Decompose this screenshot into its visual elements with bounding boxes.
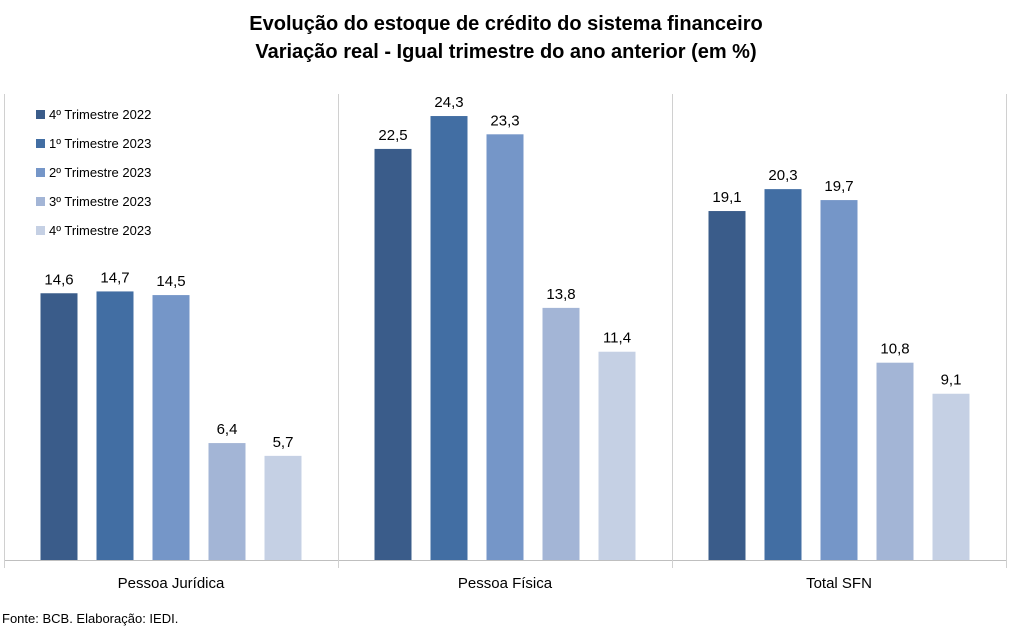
category-label: Pessoa Jurídica (118, 575, 225, 592)
data-label: 9,1 (941, 372, 962, 389)
bar (152, 295, 190, 560)
legend-swatch (36, 168, 45, 177)
bar (708, 211, 746, 560)
legend: 4º Trimestre 2022 1º Trimestre 2023 2º Tri… (36, 100, 151, 245)
legend-item: 1º Trimestre 2023 (36, 129, 151, 158)
legend-label: 4º Trimestre 2023 (49, 223, 152, 238)
bar (542, 307, 580, 560)
data-label: 11,4 (603, 330, 631, 347)
chart-subtitle: Variação real - Igual trimestre do ano a… (255, 41, 757, 63)
category-label: Pessoa Física (458, 575, 553, 592)
bar (264, 455, 302, 560)
bar (208, 443, 246, 560)
data-label: 5,7 (273, 434, 294, 451)
data-label: 20,3 (768, 167, 797, 184)
bar (598, 351, 636, 560)
data-label: 6,4 (217, 421, 238, 438)
legend-swatch (36, 110, 45, 119)
legend-label: 1º Trimestre 2023 (49, 136, 152, 151)
data-label: 19,1 (712, 189, 741, 206)
chart-title: Evolução do estoque de crédito do sistem… (249, 13, 763, 35)
legend-swatch (36, 226, 45, 235)
bar (876, 362, 914, 560)
bar (764, 189, 802, 560)
legend-swatch (36, 139, 45, 148)
data-label: 23,3 (490, 112, 519, 129)
bar (430, 116, 468, 560)
bar (820, 200, 858, 560)
bar (374, 148, 412, 561)
data-label: 13,8 (546, 286, 575, 303)
legend-item: 3º Trimestre 2023 (36, 187, 151, 216)
legend-label: 4º Trimestre 2022 (49, 107, 152, 122)
category-label: Total SFN (806, 575, 872, 592)
bar (40, 293, 78, 560)
data-label: 14,5 (156, 273, 185, 290)
bar (96, 291, 134, 560)
legend-swatch (36, 197, 45, 206)
data-label: 14,6 (44, 271, 73, 288)
bar (932, 393, 970, 560)
legend-item: 2º Trimestre 2023 (36, 158, 151, 187)
legend-label: 2º Trimestre 2023 (49, 165, 152, 180)
data-label: 10,8 (880, 341, 909, 358)
source-note: Fonte: BCB. Elaboração: IEDI. (2, 611, 179, 626)
legend-item: 4º Trimestre 2023 (36, 216, 151, 245)
data-label: 19,7 (824, 178, 853, 195)
data-label: 14,7 (100, 269, 129, 286)
data-label: 22,5 (378, 127, 407, 144)
bar (486, 134, 524, 560)
legend-item: 4º Trimestre 2022 (36, 100, 151, 129)
data-label: 24,3 (434, 94, 463, 111)
legend-label: 3º Trimestre 2023 (49, 194, 152, 209)
